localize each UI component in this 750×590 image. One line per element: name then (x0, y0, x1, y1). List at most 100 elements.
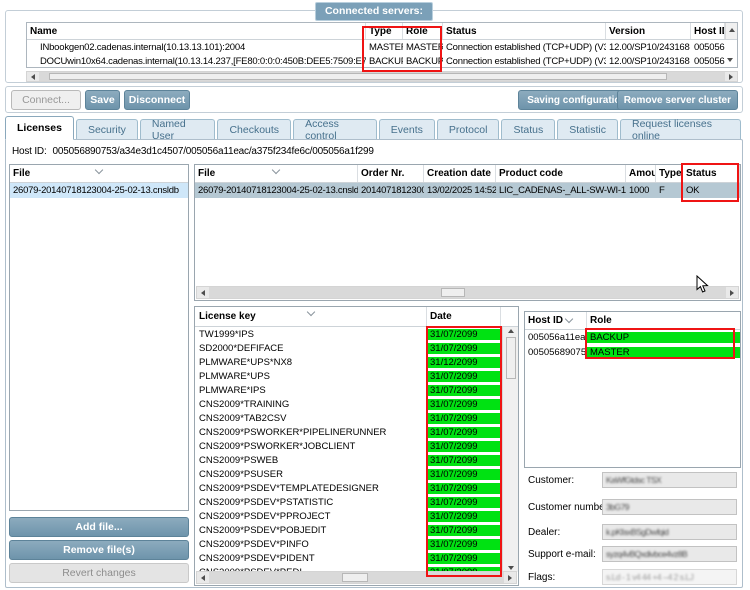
column-header-type[interactable]: Type (366, 23, 403, 39)
support-email-field[interactable]: syzq4vBQxdivbce4vz8B (602, 546, 737, 562)
scroll-right-icon[interactable] (504, 572, 516, 583)
column-header-name[interactable]: Name (27, 23, 366, 39)
servers-scrollbar-thumb[interactable] (49, 73, 667, 80)
license-key-row[interactable]: CNS2009*TAB2CSV 31/07/2099 (195, 411, 502, 425)
column-header-order-nr[interactable]: Order Nr. (358, 165, 424, 182)
revert-changes-button[interactable]: Revert changes (9, 563, 189, 583)
support-email-label: Support e-mail: (528, 549, 596, 560)
license-key-row[interactable]: PLMWARE*UPS 31/07/2099 (195, 369, 502, 383)
column-header-amount[interactable]: Amount (626, 165, 656, 182)
servers-horizontal-scrollbar[interactable] (26, 71, 738, 82)
license-key-date: 31/07/2099 (427, 398, 501, 410)
order-creation-date: 13/02/2025 14:52 (427, 185, 496, 196)
license-key-row[interactable]: CNS2009*PSDEV*PIDENT 31/07/2099 (195, 551, 502, 565)
license-key-row[interactable]: CNS2009*PSDEV*PEDI 31/07/2099 (195, 565, 502, 572)
flags-value-redacted: s.Ld - 1 v4 44 +4 --4 2 s.LJ (606, 572, 694, 582)
order-row-selected[interactable]: 26079-20140718123004-25-02-13.cnsldb 201… (195, 183, 740, 198)
server-type: MASTER (369, 41, 403, 53)
remove-server-cluster-button[interactable]: Remove server cluster (616, 90, 738, 110)
column-header-role[interactable]: Role (590, 315, 612, 326)
column-header-role[interactable]: Role (403, 23, 443, 39)
scroll-right-icon[interactable] (726, 287, 738, 298)
save-button[interactable]: Save (85, 90, 120, 110)
remove-files-button[interactable]: Remove file(s) (9, 540, 189, 560)
license-key-row[interactable]: CNS2009*TRAINING 31/07/2099 (195, 397, 502, 411)
license-key-row[interactable]: CNS2009*PSDEV*PINFO 31/07/2099 (195, 537, 502, 551)
license-keys-scrollbar-thumb[interactable] (505, 337, 516, 379)
flags-field[interactable]: s.Ld - 1 v4 44 +4 --4 2 s.LJ (602, 569, 737, 585)
column-header-status[interactable]: Status (683, 165, 740, 182)
column-header-file[interactable]: File (10, 165, 188, 182)
server-row[interactable]: DOCUwin10x64.cadenas.internal(10.13.14.2… (27, 54, 737, 67)
orders-scrollbar-thumb[interactable] (441, 288, 465, 297)
order-product-code: LIC_CADENAS-_ALL-SW-WI-1F (499, 185, 626, 196)
customer-value-redacted: KaWfGtdsc TSX (606, 475, 662, 485)
tab-item[interactable]: Statistic (557, 119, 618, 140)
license-key-row[interactable]: PLMWARE*IPS 31/07/2099 (195, 383, 502, 397)
column-header-version[interactable]: Version (606, 23, 691, 39)
server-row[interactable]: INbookgen02.cadenas.internal(10.13.13.10… (27, 40, 737, 54)
license-key-row[interactable]: SD2000*DEFIFACE 31/07/2099 (195, 341, 502, 355)
license-key-name: CNS2009*PSDEV*PINFO (199, 538, 309, 550)
license-key-name: PLMWARE*UPS*NX8 (199, 356, 293, 368)
tab-item[interactable]: Named User (139, 118, 216, 142)
tab-item[interactable]: Security (75, 119, 138, 140)
license-key-row[interactable]: TW1999*IPS 31/07/2099 (195, 327, 502, 341)
servers-scroll-down[interactable] (723, 53, 736, 66)
license-key-row[interactable]: CNS2009*PSWORKER*JOBCLIENT 31/07/2099 (195, 439, 502, 453)
connect-button[interactable]: Connect... (11, 90, 81, 110)
license-key-row[interactable]: CNS2009*PSDEV*TEMPLATEDESIGNER 31/07/209… (195, 481, 502, 495)
license-keys-vertical-scrollbar[interactable] (502, 327, 518, 572)
license-key-row[interactable]: CNS2009*PSWEB 31/07/2099 (195, 453, 502, 467)
customer-number-field[interactable]: 3bG79 (602, 499, 737, 515)
license-key-row[interactable]: CNS2009*PSDEV*PSTATISTIC 31/07/2099 (195, 495, 502, 509)
scroll-left-icon[interactable] (197, 572, 209, 583)
orders-horizontal-scrollbar[interactable] (196, 286, 739, 299)
add-file-button[interactable]: Add file... (9, 517, 189, 537)
license-keys-horizontal-scrollbar[interactable] (196, 571, 517, 584)
column-header-date[interactable]: Date (427, 307, 501, 326)
license-key-row[interactable]: CNS2009*PSUSER 31/07/2099 (195, 467, 502, 481)
column-header-host-id[interactable]: Host ID (691, 23, 725, 39)
column-header-host-id[interactable]: Host ID (525, 312, 587, 329)
tab-licenses[interactable]: Licenses (5, 116, 74, 140)
connected-servers-rows: INbookgen02.cadenas.internal(10.13.13.10… (27, 40, 737, 67)
scroll-up-icon (728, 27, 735, 32)
column-header-file[interactable]: File (195, 165, 358, 182)
tab-item[interactable]: Access control (293, 118, 377, 142)
servers-scroll-up[interactable] (725, 23, 737, 39)
column-header-status[interactable]: Status (443, 23, 606, 39)
disconnect-button[interactable]: Disconnect (124, 90, 190, 110)
tab-item[interactable]: Events (378, 119, 435, 140)
cluster-role-row[interactable]: 005056a11eac BACKUP (525, 330, 740, 345)
column-header-license-key[interactable]: License key (195, 307, 427, 326)
dealer-field[interactable]: k.pKfaxBSgDwfqid (602, 524, 737, 540)
customer-field[interactable]: KaWfGtdsc TSX (602, 472, 737, 488)
license-key-row[interactable]: CNS2009*PSDEV*POBJEDIT 31/07/2099 (195, 523, 502, 537)
column-header-product-code[interactable]: Product code (496, 165, 626, 182)
tab-item[interactable]: Protocol (436, 119, 500, 140)
license-key-row[interactable]: CNS2009*PSDEV*PPROJECT 31/07/2099 (195, 509, 502, 523)
sort-chevron-icon (94, 165, 104, 175)
license-key-date: 31/07/2099 (427, 566, 501, 572)
license-key-name: CNS2009*PSWORKER*JOBCLIENT (199, 440, 356, 452)
tab-item[interactable]: Status (501, 119, 556, 140)
scroll-right-icon[interactable] (725, 72, 737, 81)
license-key-date: 31/07/2099 (427, 384, 501, 396)
column-header-creation-date[interactable]: Creation date (424, 165, 496, 182)
dealer-value-redacted: k.pKfaxBSgDwfqid (606, 527, 669, 537)
scroll-up-icon (507, 329, 514, 333)
license-key-row[interactable]: PLMWARE*UPS*NX8 31/12/2099 (195, 355, 502, 369)
tab-item[interactable]: Checkouts (217, 119, 292, 140)
file-list-item[interactable]: 26079-20140718123004-25-02-13.cnsldb (10, 183, 188, 198)
license-keys-hscrollbar-thumb[interactable] (342, 573, 368, 582)
license-keys-table: License key Date TW1999*IPS 31/07/2099 S… (194, 306, 519, 586)
scroll-left-icon[interactable] (27, 72, 39, 81)
cluster-role-row[interactable]: 005056890753 MASTER (525, 345, 740, 360)
column-header-type[interactable]: Type (656, 165, 683, 182)
license-key-row[interactable]: CNS2009*PSWORKER*PIPELINERUNNER 31/07/20… (195, 425, 502, 439)
sort-chevron-icon (564, 314, 574, 324)
scroll-left-icon[interactable] (197, 287, 209, 298)
customer-label: Customer: (528, 475, 575, 486)
tab-item[interactable]: Request licenses online (619, 118, 741, 142)
